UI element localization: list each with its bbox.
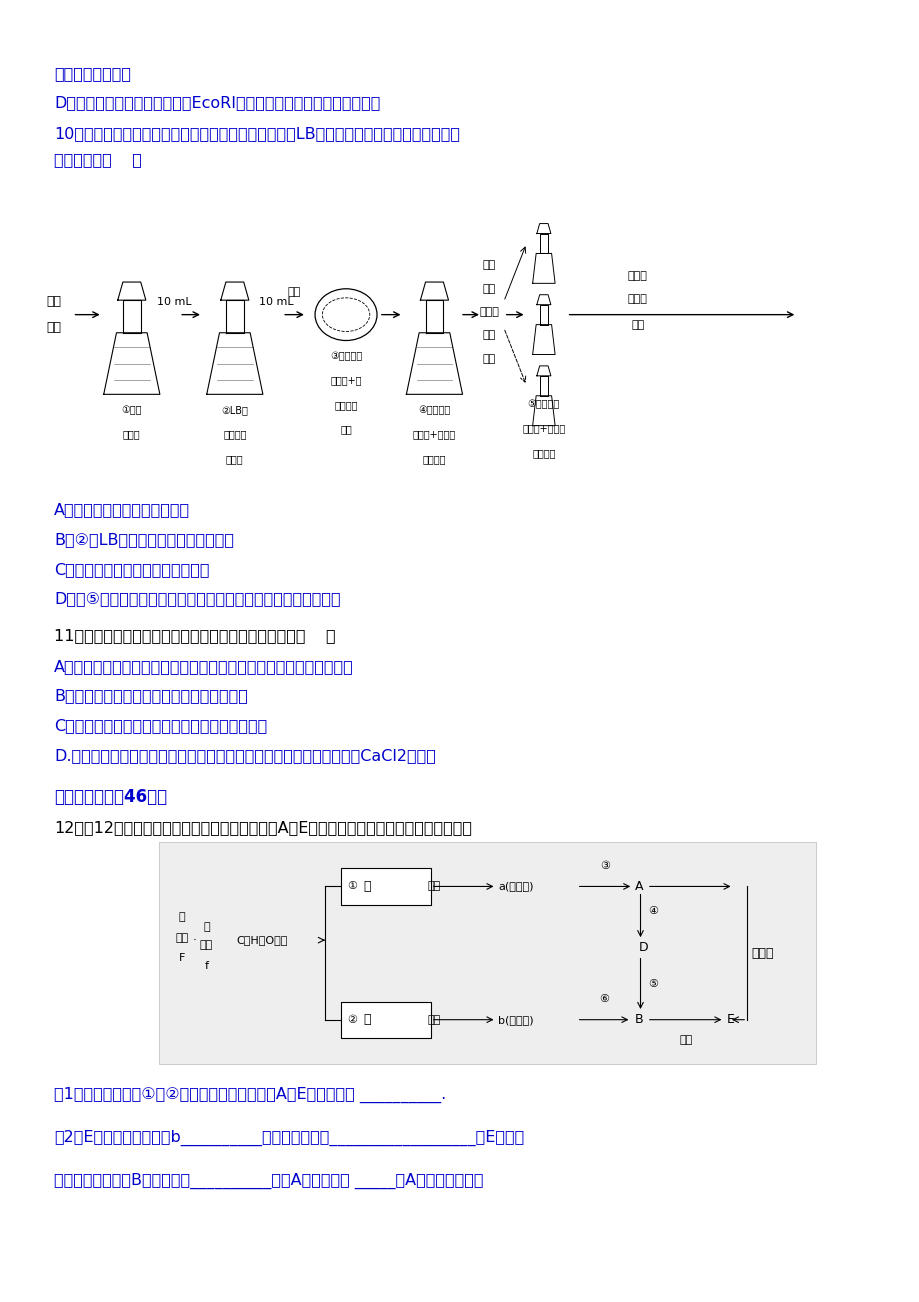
Text: 培养: 培养 (340, 424, 352, 435)
Text: 活性: 活性 (46, 296, 61, 309)
Text: 定甲醛: 定甲醛 (627, 294, 647, 305)
Text: ②LB培: ②LB培 (221, 405, 248, 414)
Text: ⑤: ⑤ (647, 979, 657, 988)
Text: ①: ① (347, 881, 357, 892)
Polygon shape (118, 283, 146, 301)
Text: 培养基+甲醛，: 培养基+甲醛， (522, 423, 565, 434)
Text: ③: ③ (599, 861, 609, 871)
Polygon shape (537, 224, 550, 233)
Text: D．一个图１所示的质粒分子经EcoRⅠ切割后，含有２个游离的磷酸基团: D．一个图１所示的质粒分子经EcoRⅠ切割后，含有２个游离的磷酸基团 (54, 95, 380, 109)
Text: E: E (726, 1013, 734, 1026)
Text: a(小分子): a(小分子) (498, 881, 533, 892)
Text: ③无机液体: ③无机液体 (330, 350, 362, 361)
Text: 养基，振: 养基，振 (222, 430, 246, 439)
Text: 不同: 不同 (482, 284, 495, 294)
Polygon shape (539, 233, 548, 254)
Polygon shape (537, 366, 550, 376)
Text: A: A (634, 880, 643, 893)
Text: 10 mL: 10 mL (157, 297, 192, 307)
Polygon shape (221, 283, 248, 301)
Text: 染色体: 染色体 (751, 947, 774, 960)
Text: B．②中LB培养基应以甲醛为唯一碳源: B．②中LB培养基应以甲醛为唯一碳源 (54, 533, 234, 547)
Text: （1）请在图中方框①、②中写出两种重要有机物A和E的元素组成 __________.: （1）请在图中方框①、②中写出两种重要有机物A和E的元素组成 _________… (54, 1087, 446, 1103)
Text: ＿: ＿ (363, 1013, 370, 1026)
Text: 污泥: 污泥 (46, 322, 61, 335)
Text: 醛，振荡: 醛，振荡 (334, 400, 357, 410)
Text: 接种: 接种 (287, 286, 301, 297)
Text: 种限制酶同时处理: 种限制酶同时处理 (54, 66, 131, 81)
Polygon shape (539, 305, 548, 324)
Text: B．溶解海藻酸钠时最好采用小火间断加热法: B．溶解海藻酸钠时最好采用小火间断加热法 (54, 689, 248, 703)
Polygon shape (532, 396, 554, 426)
FancyBboxPatch shape (159, 842, 814, 1064)
Text: C．将溶化后的海藻酸钠溶液迅速与酵母细胞混合: C．将溶化后的海藻酸钠溶液迅速与酵母细胞混合 (54, 719, 267, 733)
Text: 二．非选择题（46分）: 二．非选择题（46分） (54, 788, 167, 806)
Text: 11．下列有关固定化酶和固定化细胞的叙述，正确的是（    ）: 11．下列有关固定化酶和固定化细胞的叙述，正确的是（ ） (54, 628, 335, 643)
Text: 菌悬液: 菌悬液 (123, 430, 141, 439)
Text: （2）E的基本组成单位是b__________，其结构通式是__________________，E具有多: （2）E的基本组成单位是b__________，其结构通式是__________… (54, 1130, 524, 1146)
Text: ＿: ＿ (363, 880, 370, 893)
Text: D: D (638, 941, 648, 954)
Text: F: F (178, 953, 185, 963)
Polygon shape (539, 376, 548, 396)
Text: ④: ④ (647, 906, 657, 915)
Text: ·: · (192, 934, 197, 947)
Text: C，H，O元素: C，H，O元素 (236, 935, 288, 945)
Text: 12．（12分）如图是人体细胞中两种重要有机物A和E的元素组成及相互关系图，请据图回答: 12．（12分）如图是人体细胞中两种重要有机物A和E的元素组成及相互关系图，请据… (54, 820, 471, 836)
Polygon shape (104, 333, 160, 395)
Text: 10 mL: 10 mL (259, 297, 294, 307)
Text: 分子: 分子 (176, 932, 188, 943)
Text: 的菌落: 的菌落 (479, 307, 499, 318)
Text: 培养基+甲: 培养基+甲 (330, 375, 361, 385)
Polygon shape (123, 301, 141, 333)
Text: 样性，其原因：从B分析是由于__________，从A分析是由于 _____．A的基本组成单位: 样性，其原因：从B分析是由于__________，从A分析是由于 _____．A… (54, 1172, 483, 1189)
Polygon shape (425, 301, 443, 333)
Text: 小: 小 (203, 922, 210, 932)
Text: 振荡培养: 振荡培养 (531, 448, 555, 458)
FancyBboxPatch shape (341, 1001, 430, 1038)
Text: ⑥: ⑥ (598, 995, 608, 1004)
Text: D．经⑤处理后，应选择瓶中甲醛浓度最低的一组进一步纯化培养: D．经⑤处理后，应选择瓶中甲醛浓度最低的一组进一步纯化培养 (54, 591, 341, 607)
Text: 元素: 元素 (426, 1014, 440, 1025)
Polygon shape (406, 333, 462, 395)
Polygon shape (532, 254, 554, 284)
Polygon shape (207, 333, 263, 395)
Text: ④无机固体: ④无机固体 (418, 405, 450, 414)
Text: ①制取: ①制取 (121, 405, 142, 414)
Text: A．海藻酸钠溶液浓度过高，形成的凝胶珠所包埋的酵母细胞的数量少: A．海藻酸钠溶液浓度过高，形成的凝胶珠所包埋的酵母细胞的数量少 (54, 659, 354, 673)
Polygon shape (532, 324, 554, 354)
Text: 分别: 分别 (482, 331, 495, 340)
Ellipse shape (314, 289, 377, 341)
Text: 元素: 元素 (426, 881, 440, 892)
Text: 10．如图为分离和纯化分解甲醛细菌的实验过程，其中LB培养基能使菌种成倍扩增，以下说: 10．如图为分离和纯化分解甲醛细菌的实验过程，其中LB培养基能使菌种成倍扩增，以… (54, 126, 460, 141)
Text: 浓度: 浓度 (630, 320, 643, 329)
Text: 折叠: 折叠 (679, 1035, 692, 1046)
Polygon shape (226, 301, 244, 333)
Polygon shape (420, 283, 448, 301)
Text: ⑤无机液体: ⑤无机液体 (528, 398, 560, 409)
Text: 法正确的是（    ）: 法正确的是（ ） (54, 151, 142, 167)
Text: 培养基+甲醛，: 培养基+甲醛， (413, 430, 456, 439)
Text: 接种: 接种 (482, 354, 495, 363)
Text: D.固定化酵母细胞时，应将海藻酸钠酵母细胞的混合液用注射器注射到CaCl2溶液中: D.固定化酵母细胞时，应将海藻酸钠酵母细胞的混合液用注射器注射到CaCl2溶液中 (54, 749, 436, 763)
Text: B: B (634, 1013, 643, 1026)
Polygon shape (537, 294, 550, 305)
Text: C．目的菌种异化作用类型为厌氧型: C．目的菌种异化作用类型为厌氧型 (54, 561, 210, 577)
Text: 挑取: 挑取 (482, 260, 495, 271)
Text: ②: ② (347, 1014, 357, 1025)
Text: 大: 大 (178, 911, 185, 922)
Text: 荡培养: 荡培养 (226, 454, 244, 464)
Text: 恒温培养: 恒温培养 (422, 454, 446, 464)
Text: A．需要对活性污泥作灭菌处理: A．需要对活性污泥作灭菌处理 (54, 503, 190, 517)
FancyBboxPatch shape (341, 868, 430, 905)
Text: b(小分子): b(小分子) (498, 1014, 533, 1025)
Text: 分子: 分子 (199, 940, 213, 950)
Text: f: f (204, 961, 209, 971)
Text: 取样测: 取样测 (627, 271, 647, 281)
